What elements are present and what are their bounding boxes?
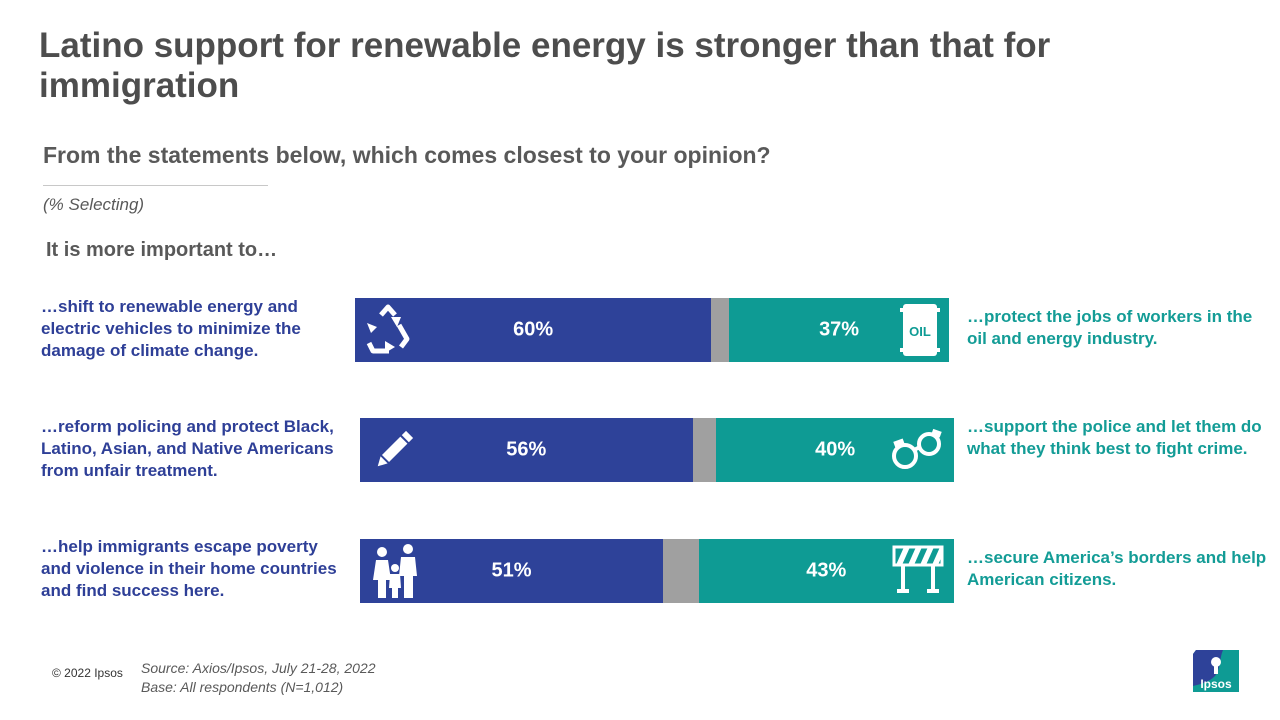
row-3-right-value: 43% [806,559,847,582]
selecting-note: (% Selecting) [43,195,145,214]
logo-text: Ipsos [1200,677,1232,691]
base-text: Base: All respondents (N=1,012) [141,679,344,695]
source-text: Source: Axios/Ipsos, July 21-28, 2022 [141,660,376,676]
recycle-icon [366,304,410,354]
page-title: Latino support for renewable energy is s… [39,26,1051,105]
row-3-left-value: 51% [491,559,532,582]
row-2-right-label: …support the police and let them do what… [967,417,1262,458]
row-1-bar: 60% 37% OIL [355,298,949,362]
row-2-neutral-segment [692,418,717,482]
ipsos-logo: Ipsos [1193,650,1239,692]
question-subtitle: From the statements below, which comes c… [43,142,771,168]
row-2-left-segment: 56% [360,418,693,482]
row-3-bar: 51% 43% [360,539,954,603]
handcuffs-icon [892,428,942,469]
row-2-bar: 56% 40% [360,418,954,482]
row-1-right-value: 37% [819,318,860,341]
row-3-left-label: …help immigrants escape poverty and viol… [41,537,337,600]
oil-barrel-icon: OIL [900,304,940,356]
divider [43,185,268,186]
copyright: © 2022 Ipsos [52,666,123,680]
row-1-right-label: …protect the jobs of workers in the oil … [967,307,1253,348]
source-note: Source: Axios/Ipsos, July 21-28, 2022 Ba… [141,659,376,697]
barrier-icon [892,545,944,593]
row-3-neutral-segment [662,539,699,603]
row-1-left-segment: 60% [355,298,712,362]
pencil-icon [377,430,414,467]
row-2-right-value: 40% [815,438,856,461]
row-1-left-label: …shift to renewable energy and electric … [41,297,301,360]
intro-label: It is more important to… [46,239,278,261]
row-1-left-value: 60% [513,318,554,341]
row-2-left-value: 56% [506,438,547,461]
row-3-right-label: …secure America’s borders and help Ameri… [967,548,1267,589]
row-2-left-label: …reform policing and protect Black, Lati… [41,417,334,480]
row-1-neutral-segment [711,298,730,362]
oil-barrel-text: OIL [909,324,931,339]
family-icon [373,544,417,598]
